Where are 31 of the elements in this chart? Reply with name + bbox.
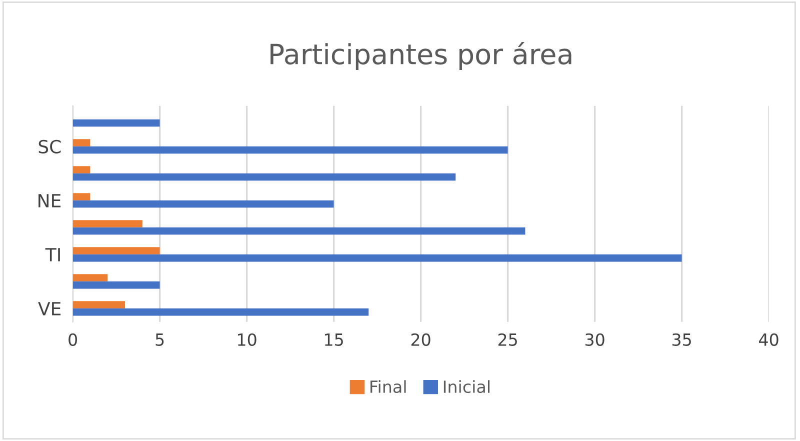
x-tick-label: 15 xyxy=(325,334,343,346)
bar xyxy=(72,166,90,174)
bar xyxy=(72,119,160,127)
y-tick-label: NE xyxy=(38,194,61,208)
bar xyxy=(72,301,125,308)
bar xyxy=(72,146,508,154)
x-tick-label: 20 xyxy=(411,333,430,346)
bar xyxy=(72,139,90,146)
x-tick-label: 5 xyxy=(156,334,164,346)
x-tick-label: 0 xyxy=(68,333,77,346)
bar xyxy=(72,308,369,316)
chart-title: Participantes por área xyxy=(270,42,572,70)
bar xyxy=(72,254,682,262)
bar xyxy=(72,247,160,254)
bar xyxy=(72,227,526,235)
x-tick-label: 25 xyxy=(498,333,517,346)
bar xyxy=(72,220,142,228)
bar xyxy=(72,193,90,200)
bar xyxy=(72,200,334,208)
x-tick-label: 35 xyxy=(672,333,691,346)
bar xyxy=(72,173,456,181)
legend-label: Inicial xyxy=(444,380,490,394)
bar xyxy=(72,274,108,282)
y-tick-label: SC xyxy=(38,140,61,154)
bar xyxy=(72,281,160,289)
x-tick-label: 30 xyxy=(585,333,604,346)
x-tick-label: 10 xyxy=(238,333,256,346)
x-tick-label: 40 xyxy=(759,333,778,346)
y-tick-label: TI xyxy=(45,248,60,262)
y-tick-label: VE xyxy=(38,302,61,316)
legend-label: Final xyxy=(370,380,406,394)
